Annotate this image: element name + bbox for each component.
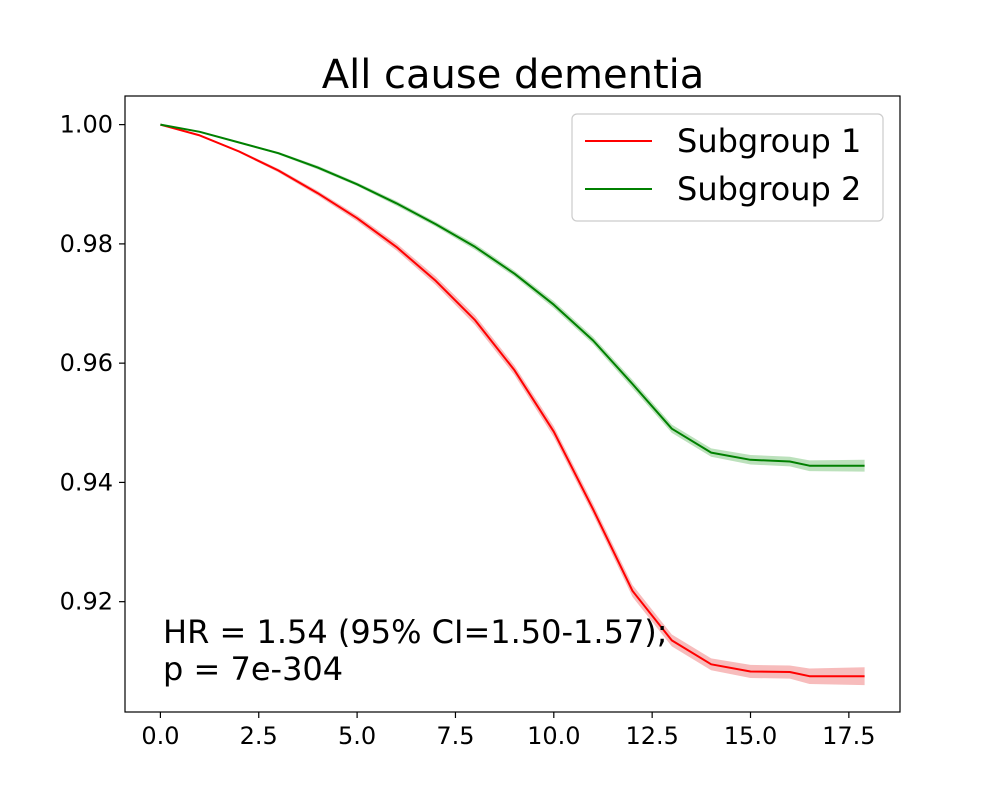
x-tick-label: 5.0 bbox=[338, 722, 376, 750]
legend-label-2: Subgroup 2 bbox=[677, 170, 861, 208]
y-tick-label: 0.98 bbox=[60, 230, 113, 258]
x-tick-label: 2.5 bbox=[240, 722, 278, 750]
plot-area bbox=[160, 123, 865, 686]
axes: 0.0 2.5 5.0 7.5 10.0 12.5 15.0 17.5 0.92 0.94 0.96… bbox=[60, 95, 901, 750]
series-2-line bbox=[160, 123, 865, 467]
legend-label-1: Subgroup 1 bbox=[677, 122, 861, 160]
x-tick-label: 12.5 bbox=[625, 722, 678, 750]
y-tick-label: 0.94 bbox=[60, 468, 113, 496]
x-tick-label: 0.0 bbox=[141, 722, 179, 750]
y-tick-label: 0.92 bbox=[60, 588, 113, 616]
legend: Subgroup 1 Subgroup 2 bbox=[571, 113, 884, 222]
x-tick-label: 7.5 bbox=[436, 722, 474, 750]
y-tick-label: 1.00 bbox=[60, 111, 113, 139]
series-1-line bbox=[160, 123, 865, 678]
hr-annotation: HR = 1.54 (95% CI=1.50-1.57); bbox=[163, 613, 668, 651]
chart-title: All cause dementia bbox=[322, 52, 705, 98]
p-value-annotation: p = 7e-304 bbox=[163, 650, 343, 688]
y-tick-label: 0.96 bbox=[60, 349, 113, 377]
plot-frame bbox=[124, 95, 901, 713]
x-tick-label: 15.0 bbox=[724, 722, 777, 750]
x-tick-label: 17.5 bbox=[822, 722, 875, 750]
x-tick-label: 10.0 bbox=[527, 722, 580, 750]
